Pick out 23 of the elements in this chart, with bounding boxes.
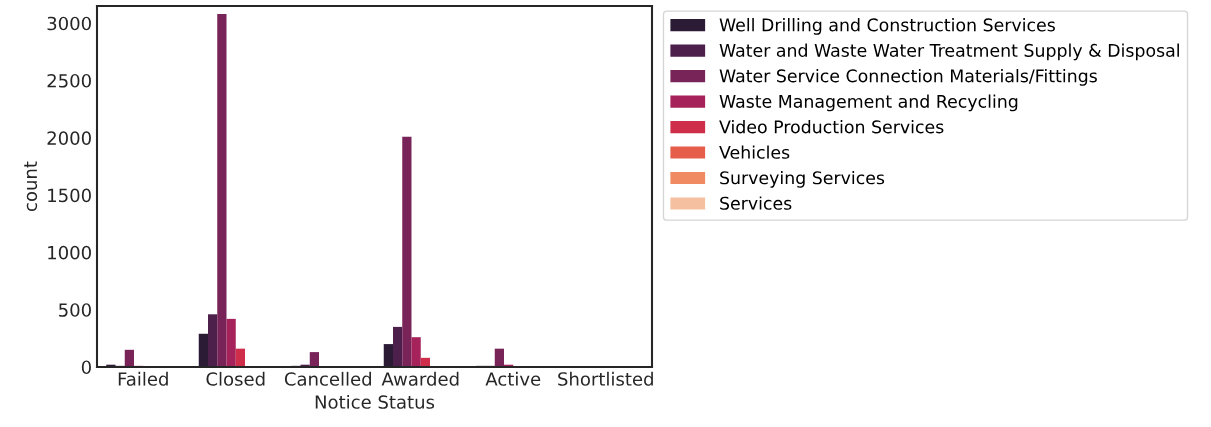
legend-label: Vehicles — [719, 145, 790, 159]
y-tick-label: 2500 — [47, 73, 91, 88]
legend-label: Video Production Services — [719, 119, 944, 134]
x-tick-label: Closed — [206, 371, 265, 386]
legend-label: Water Service Connection Materials/Fittings — [719, 68, 1097, 86]
x-tick-label: Failed — [118, 371, 168, 386]
legend-label: Water and Waste Water Treatment Supply & Disposal — [719, 43, 1179, 61]
x-tick-label: Shortlisted — [558, 371, 653, 386]
legend-label: Surveying Services — [720, 170, 885, 188]
y-tick-label: 0 — [81, 360, 91, 375]
y-tick-label: 2000 — [47, 131, 91, 145]
x-axis-title: Notice Status — [315, 394, 435, 409]
legend-label: Services — [720, 196, 792, 210]
x-tick-label: Active — [485, 371, 541, 386]
y-tick-label: 1500 — [48, 188, 91, 203]
y-tick-label: 3000 — [47, 16, 91, 31]
y-tick-label: 500 — [59, 303, 91, 317]
y-axis-title: count — [24, 161, 38, 211]
x-tick-label: Awarded — [381, 371, 459, 386]
legend-label: Waste Management and Recycling — [719, 94, 1018, 112]
x-tick-label: Cancelled — [284, 371, 371, 386]
y-tick-label: 1000 — [48, 245, 91, 260]
legend-label: Well Drilling and Construction Services — [719, 18, 1055, 35]
